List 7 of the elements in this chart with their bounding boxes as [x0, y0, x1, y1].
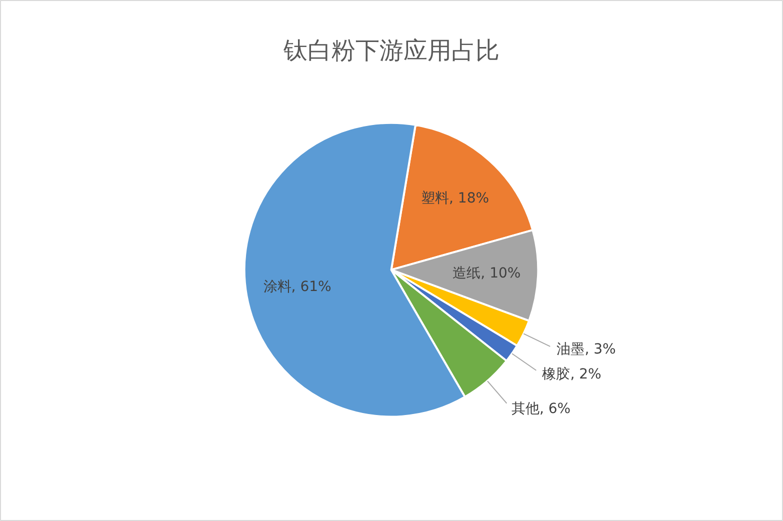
chart-title: 钛白粉下游应用占比 [282, 36, 500, 65]
slice-label: 其他, 6% [511, 400, 571, 417]
slice-label: 涂料, 61% [263, 278, 332, 295]
slice-label: 油墨, 3% [556, 342, 616, 358]
slice-label: 塑料, 18% [421, 190, 490, 207]
slice-label: 橡胶, 2% [542, 366, 602, 383]
slice-label: 造纸, 10% [452, 266, 521, 282]
